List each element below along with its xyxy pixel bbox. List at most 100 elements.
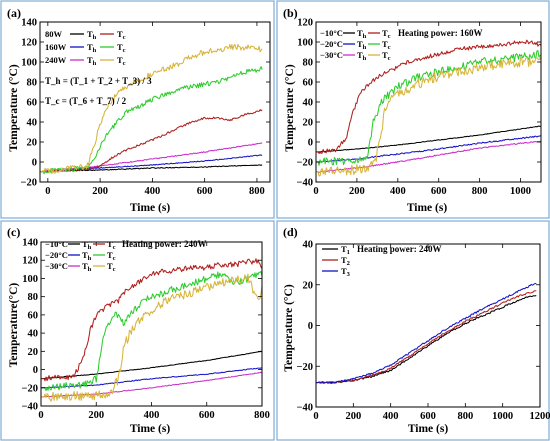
panel-c-border bbox=[0, 220, 275, 441]
legend-c-row-1-label: −20°C bbox=[45, 250, 68, 260]
y-tick-label: 0 bbox=[308, 321, 313, 332]
y-tick-label: 120 bbox=[21, 38, 37, 49]
series-line-gold bbox=[40, 43, 263, 174]
x-tick-label: 800 bbox=[457, 411, 473, 422]
series-line-black bbox=[316, 125, 541, 153]
legend-a-row-0-label: 80W bbox=[45, 29, 63, 39]
y-tick-label: 60 bbox=[28, 310, 39, 321]
y-tick-label: 20 bbox=[303, 280, 314, 291]
panel-b-legend: −10°C Th Tc −20°C Th Tc −30°C Th Tc Heat… bbox=[320, 28, 483, 62]
y-tick-label: −20 bbox=[22, 383, 38, 394]
y-tick-label: 0 bbox=[32, 158, 37, 169]
y-tick-label: 140 bbox=[22, 238, 38, 249]
x-tick-label: 400 bbox=[390, 186, 406, 197]
panel-d: (d) Temperature (°C) Time (s) 0 200 400 600… bbox=[276, 220, 550, 441]
series-line-blue bbox=[41, 367, 262, 389]
y-tick-label: −20 bbox=[297, 362, 313, 373]
x-tick-label: 1200 bbox=[530, 411, 550, 422]
y-tick-label: 80 bbox=[27, 78, 38, 89]
y-tick-label: −20 bbox=[297, 158, 313, 169]
panel-b-plot: 0 200 400 600 800 1000 −40 −20 0 20 40 60 80 100 120 bbox=[297, 18, 542, 197]
x-tick-label: 200 bbox=[349, 186, 365, 197]
panel-a-ylabel: Temperature (°C) bbox=[8, 64, 20, 151]
legend-d-row-0-entry: T1 bbox=[341, 244, 350, 256]
series-line-blue bbox=[316, 282, 537, 384]
y-tick-label: 20 bbox=[28, 347, 39, 358]
panel-a-xlabel: Time (s) bbox=[130, 202, 171, 214]
legend-c-row-0-entry-0: Th bbox=[82, 239, 92, 251]
legend-a-row-2-label: 240W bbox=[45, 55, 67, 65]
x-tick-label: 800 bbox=[249, 186, 265, 197]
legend-b-row-0-label: −10°C bbox=[320, 28, 343, 38]
panel-c-annotation: Heating power: 240W bbox=[122, 239, 207, 249]
legend-b-row-2-entry-0: Th bbox=[357, 50, 367, 62]
legend-a-row-2-entry-0: Th bbox=[87, 55, 97, 67]
legend-b-row-2-entry-1: Tc bbox=[382, 50, 391, 62]
y-tick-label: 40 bbox=[28, 329, 39, 340]
panel-a-legend: 80W Th Tc 160W Th Tc 240W Th Tc T_h = (T… bbox=[45, 29, 152, 106]
x-tick-label: 0 bbox=[38, 410, 43, 421]
panel-d-label: (d) bbox=[283, 225, 298, 239]
x-tick-label: 0 bbox=[45, 186, 50, 197]
panel-a-plot: 0 200 400 600 800 −20 0 20 40 60 80 100 120 140 bbox=[21, 18, 271, 197]
legend-c-row-0-label: −10°C bbox=[45, 239, 68, 249]
panel-a-equation-2: T_c = (T_6 + T_7) / 2 bbox=[45, 96, 127, 106]
y-tick-label: 20 bbox=[27, 138, 38, 149]
x-tick-label: 1000 bbox=[492, 411, 513, 422]
panel-c-xlabel: Time (s) bbox=[130, 423, 171, 435]
legend-a-row-1-label: 160W bbox=[45, 42, 67, 52]
legend-b-row-1-entry-1: Tc bbox=[382, 39, 391, 51]
legend-b-row-0-entry-0: Th bbox=[357, 28, 367, 40]
panel-a: (a) Temperature (°C) Time (s) 0 200 400 600… bbox=[0, 0, 275, 219]
panel-d-border bbox=[276, 220, 550, 441]
legend-d-row-2-entry: T3 bbox=[341, 266, 351, 278]
y-tick-label: 0 bbox=[33, 365, 38, 376]
legend-b-row-1-label: −20°C bbox=[320, 39, 343, 49]
legend-c-row-1-entry-0: Th bbox=[82, 250, 92, 262]
x-tick-label: 600 bbox=[197, 186, 213, 197]
legend-b-row-0-entry-1: Tc bbox=[382, 28, 391, 40]
y-tick-label: 100 bbox=[297, 38, 313, 49]
y-tick-label: 120 bbox=[297, 18, 313, 29]
panel-a-border bbox=[0, 0, 275, 219]
series-line-red bbox=[316, 39, 541, 154]
legend-a-row-2-entry-1: Tc bbox=[117, 55, 126, 67]
series-line-gold bbox=[41, 273, 262, 402]
x-tick-label: 0 bbox=[313, 411, 318, 422]
panel-d-xlabel: Time (s) bbox=[408, 423, 449, 435]
y-tick-label: 60 bbox=[27, 98, 38, 109]
panel-b: (b) Temperature (°C) Time (s) 0 200 400 600… bbox=[276, 0, 550, 219]
y-tick-label: −40 bbox=[297, 403, 313, 414]
series-line-red bbox=[40, 109, 263, 173]
y-tick-label: 20 bbox=[303, 118, 314, 129]
series-line-green bbox=[316, 50, 541, 166]
series-line-red bbox=[41, 258, 262, 382]
y-tick-label: 40 bbox=[303, 240, 314, 251]
series-line-black bbox=[40, 164, 263, 173]
legend-c-row-2-entry-1: Tc bbox=[107, 261, 116, 273]
y-tick-label: 60 bbox=[303, 78, 314, 89]
series-line-blue bbox=[316, 135, 541, 163]
series-line-red bbox=[316, 290, 537, 384]
x-tick-label: 600 bbox=[199, 410, 215, 421]
x-tick-label: 400 bbox=[144, 410, 160, 421]
x-tick-label: 600 bbox=[420, 411, 436, 422]
panel-d-annotation: Heating power: 240W bbox=[357, 244, 442, 254]
series-line-magenta bbox=[316, 140, 541, 173]
legend-b-row-2-label: −30°C bbox=[320, 50, 343, 60]
plot-series-group bbox=[40, 43, 263, 175]
panel-c-ylabel: Temperature(°C) bbox=[8, 283, 20, 368]
y-tick-label: 0 bbox=[308, 138, 313, 149]
panel-b-annotation: Heating power: 160W bbox=[398, 28, 483, 38]
legend-a-row-0-entry-1: Tc bbox=[117, 29, 126, 41]
legend-a-row-1-entry-1: Tc bbox=[117, 42, 126, 54]
legend-d-row-1-entry: T2 bbox=[341, 255, 350, 267]
y-tick-label: 140 bbox=[21, 18, 37, 29]
x-tick-label: 800 bbox=[472, 186, 488, 197]
plot-series-group bbox=[316, 282, 537, 384]
x-tick-label: 800 bbox=[254, 410, 270, 421]
panel-d-ylabel: Temperature (°C) bbox=[283, 284, 295, 371]
series-line-gold bbox=[316, 56, 541, 177]
y-tick-label: 80 bbox=[303, 58, 314, 69]
